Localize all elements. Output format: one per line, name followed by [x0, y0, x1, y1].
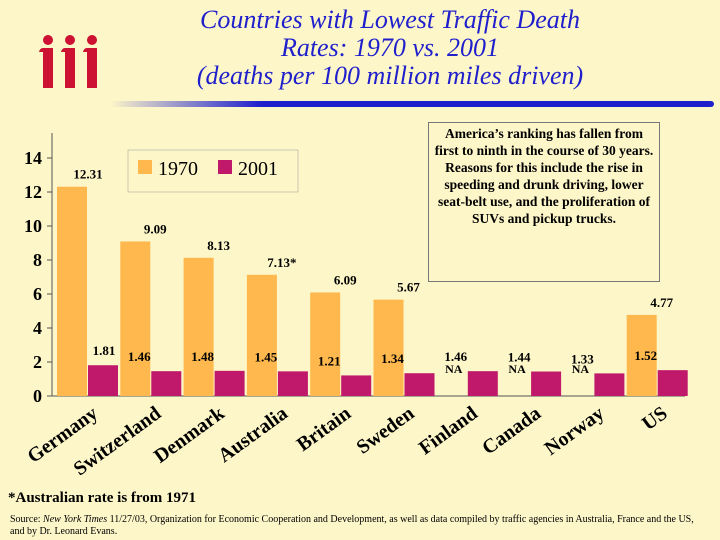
x-category-label: Finland — [415, 402, 482, 459]
data-label-2001: 1.46 — [128, 349, 151, 364]
bar-2001 — [531, 371, 562, 396]
bar-1970 — [57, 186, 87, 396]
slide-title: Countries with Lowest Traffic Death Rate… — [130, 6, 650, 90]
y-tick-label: 10 — [24, 216, 42, 236]
y-tick-label: 14 — [24, 148, 42, 168]
bar-1970 — [183, 257, 214, 396]
note-box: America’s ranking has fallen from first … — [428, 122, 660, 282]
bar-2001 — [151, 371, 182, 396]
bar-2001 — [341, 375, 372, 396]
y-tick-label: 8 — [33, 250, 42, 270]
x-category-label: Canada — [478, 402, 545, 459]
legend-label-1970: 1970 — [158, 158, 198, 180]
note-ranking: America’s ranking has fallen from first … — [434, 126, 654, 158]
y-tick-label: 12 — [24, 182, 42, 202]
y-tick-label: 0 — [33, 386, 42, 406]
source-label: Source: — [10, 514, 44, 525]
source-publication: New York Times — [43, 514, 108, 525]
source-details: 11/27/03, Organization for Economic Coop… — [10, 514, 694, 537]
x-category-label: Sweden — [352, 402, 418, 458]
title-line: Countries with Lowest Traffic Death — [200, 5, 580, 34]
data-label-1970: NA — [508, 362, 526, 376]
title-line: Rates: 1970 vs. 2001 — [280, 33, 500, 62]
data-label-1970: 7.13* — [267, 255, 296, 270]
bar-2001 — [277, 371, 308, 396]
data-label-1970: 4.77 — [650, 295, 673, 310]
bar-2001 — [657, 370, 688, 396]
y-tick-label: 4 — [33, 318, 42, 338]
title-line: (deaths per 100 million miles driven) — [196, 61, 584, 90]
data-label-2001: 1.45 — [255, 349, 278, 364]
x-category-label: Britain — [293, 402, 355, 456]
x-category-label: Denmark — [150, 402, 229, 468]
data-label-1970: 12.31 — [73, 167, 102, 182]
x-category-label: US — [638, 402, 672, 435]
bar-1970 — [373, 299, 404, 396]
bar-2001 — [467, 371, 498, 396]
source-citation: Source: New York Times 11/27/03, Organiz… — [10, 514, 710, 538]
bar-2001 — [88, 365, 118, 396]
data-label-2001: 1.81 — [93, 343, 116, 358]
data-label-2001: 1.46 — [444, 349, 467, 364]
data-label-2001: 1.44 — [508, 350, 531, 365]
data-label-1970: 6.09 — [334, 272, 357, 287]
bar-2001 — [214, 370, 245, 396]
iii-logo — [39, 35, 97, 88]
footnote: *Australian rate is from 1971 — [8, 490, 197, 506]
legend-box — [127, 149, 299, 193]
data-label-2001: 1.21 — [318, 353, 341, 368]
data-label-1970: 9.09 — [144, 221, 167, 236]
note-reasons: Reasons for this include the rise in spe… — [438, 160, 650, 226]
x-category-label: Norway — [541, 402, 609, 460]
bar-2001 — [594, 373, 625, 396]
data-label-1970: NA — [572, 362, 590, 376]
data-label-1970: 8.13 — [207, 238, 230, 253]
bar-1970 — [310, 292, 341, 396]
data-label-2001: 1.34 — [381, 351, 404, 366]
data-label-2001: 1.48 — [191, 349, 214, 364]
data-label-2001: 1.52 — [634, 348, 657, 363]
bar-1970 — [626, 314, 657, 396]
legend-swatch-1970 — [138, 160, 152, 174]
data-label-1970: 5.67 — [397, 280, 420, 295]
legend-swatch-2001 — [218, 160, 232, 174]
data-label-1970: NA — [445, 362, 463, 376]
title-underline — [110, 101, 714, 107]
bar-1970 — [246, 274, 277, 396]
bar-1970 — [120, 241, 151, 396]
x-category-label: Australia — [214, 402, 292, 467]
legend-label-2001: 2001 — [238, 158, 278, 180]
y-tick-label: 2 — [33, 352, 42, 372]
data-label-2001: 1.33 — [571, 351, 594, 366]
y-tick-label: 6 — [33, 284, 42, 304]
bar-2001 — [404, 373, 435, 396]
